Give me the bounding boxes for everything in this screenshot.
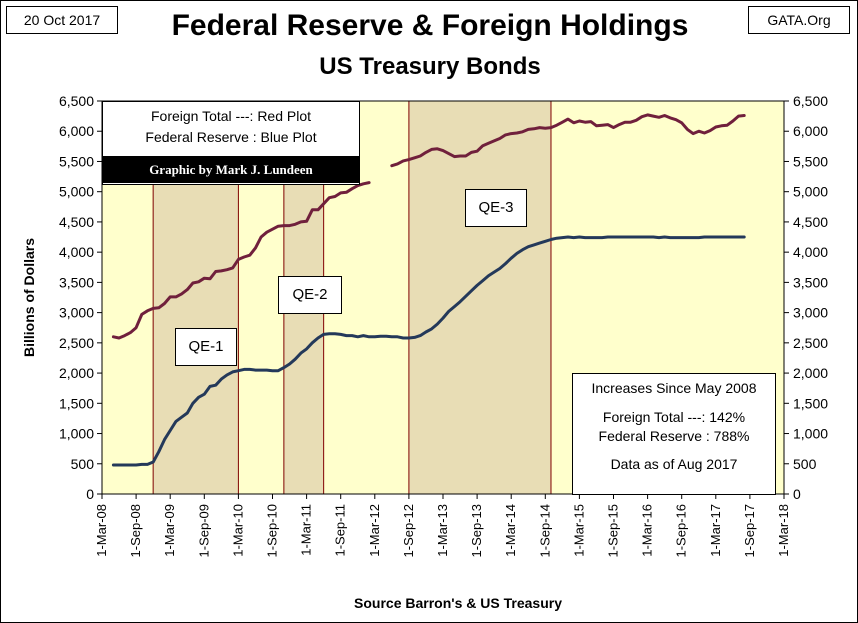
- stats-box: Increases Since May 2008 Foreign Total -…: [572, 373, 776, 495]
- x-tick-label: 1-Sep-10: [265, 504, 280, 557]
- x-tick-label: 1-Sep-12: [401, 504, 416, 557]
- qe1-label: QE-1: [175, 328, 237, 366]
- foreign-line-segment-2: [390, 113, 746, 168]
- x-tick-label: 1-Mar-12: [367, 504, 382, 557]
- foreign-line-segment-1: [111, 181, 371, 340]
- chart-title: Federal Reserve & Foreign Holdings: [171, 9, 689, 42]
- y-tick-label-right: 3,000: [793, 305, 828, 321]
- legend-fed: Federal Reserve : Blue Plot: [145, 129, 317, 145]
- y-tick-label-right: 4,000: [793, 244, 828, 260]
- y-tick-label-left: 5,000: [59, 184, 94, 200]
- x-tick-label: 1-Mar-11: [299, 504, 314, 556]
- y-tick-label-left: 6,500: [59, 93, 94, 109]
- x-tick-label: 1-Mar-13: [435, 504, 450, 557]
- x-tick-label: 1-Sep-15: [606, 504, 621, 557]
- stats-as-of: Data as of Aug 2017: [610, 456, 738, 472]
- x-tick-label: 1-Mar-17: [708, 504, 723, 557]
- x-tick-label: 1-Mar-15: [571, 504, 586, 557]
- stats-fed: Federal Reserve : 788%: [598, 428, 750, 444]
- y-tick-label-left: 2,000: [59, 365, 94, 381]
- fed-line-segment-1: [111, 235, 746, 467]
- y-tick-label-right: 2,500: [793, 335, 828, 351]
- qe2-label: QE-2: [278, 276, 342, 314]
- x-tick-label: 1-Mar-18: [776, 504, 791, 557]
- credit-banner: Graphic by Mark J. Lundeen: [103, 156, 359, 183]
- y-tick-label-right: 1,000: [793, 426, 828, 442]
- y-tick-label-right: 1,500: [793, 395, 828, 411]
- site-label: GATA.Org: [748, 6, 850, 34]
- x-tick-label: 1-Sep-14: [537, 504, 552, 557]
- x-axis-label: Source Barron's & US Treasury: [354, 595, 562, 611]
- y-tick-label-right: 3,500: [793, 274, 828, 290]
- y-tick-label-left: 5,500: [59, 153, 94, 169]
- x-tick-label: 1-Sep-09: [196, 504, 211, 557]
- y-tick-label-left: 3,000: [59, 305, 94, 321]
- qe3-label: QE-3: [465, 189, 527, 227]
- y-axis-label: Billions of Dollars: [21, 238, 37, 357]
- y-tick-label-left: 1,500: [59, 395, 94, 411]
- y-tick-label-left: 1,000: [59, 426, 94, 442]
- y-tick-label-right: 6,000: [793, 123, 828, 139]
- y-tick-label-right: 6,500: [793, 93, 828, 109]
- stats-foreign: Foreign Total ---: 142%: [602, 409, 746, 425]
- y-tick-label-left: 3,500: [59, 274, 94, 290]
- y-tick-label-left: 6,000: [59, 123, 94, 139]
- x-tick-label: 1-Mar-08: [94, 504, 109, 557]
- x-tick-label: 1-Sep-08: [128, 504, 143, 557]
- y-tick-label-right: 0: [793, 486, 801, 502]
- x-tick-label: 1-Mar-10: [230, 504, 245, 557]
- legend-foreign: Foreign Total ---: Red Plot: [150, 108, 312, 124]
- chart-subtitle: US Treasury Bonds: [319, 53, 541, 80]
- y-tick-label-right: 2,000: [793, 365, 828, 381]
- x-tick-label: 1-Sep-16: [674, 504, 689, 557]
- x-tick-label: 1-Mar-14: [503, 504, 518, 557]
- x-tick-label: 1-Mar-09: [162, 504, 177, 557]
- y-tick-label-right: 5,000: [793, 184, 828, 200]
- y-tick-label-right: 5,500: [793, 153, 828, 169]
- y-tick-label-right: 4,500: [793, 214, 828, 230]
- x-tick-label: 1-Sep-11: [333, 504, 348, 557]
- y-tick-label-right: 500: [793, 456, 817, 472]
- y-tick-label-left: 2,500: [59, 335, 94, 351]
- y-tick-label-left: 4,500: [59, 214, 94, 230]
- date-stamp: 20 Oct 2017: [6, 6, 118, 34]
- x-tick-label: 1-Sep-13: [469, 504, 484, 557]
- qe-shade-3: [408, 100, 552, 495]
- y-tick-label-left: 0: [86, 486, 94, 502]
- x-tick-label: 1-Mar-16: [640, 504, 655, 557]
- y-tick-label-left: 4,000: [59, 244, 94, 260]
- y-tick-label-left: 500: [71, 456, 95, 472]
- stats-heading: Increases Since May 2008: [591, 380, 757, 396]
- x-tick-label: 1-Sep-17: [742, 504, 757, 557]
